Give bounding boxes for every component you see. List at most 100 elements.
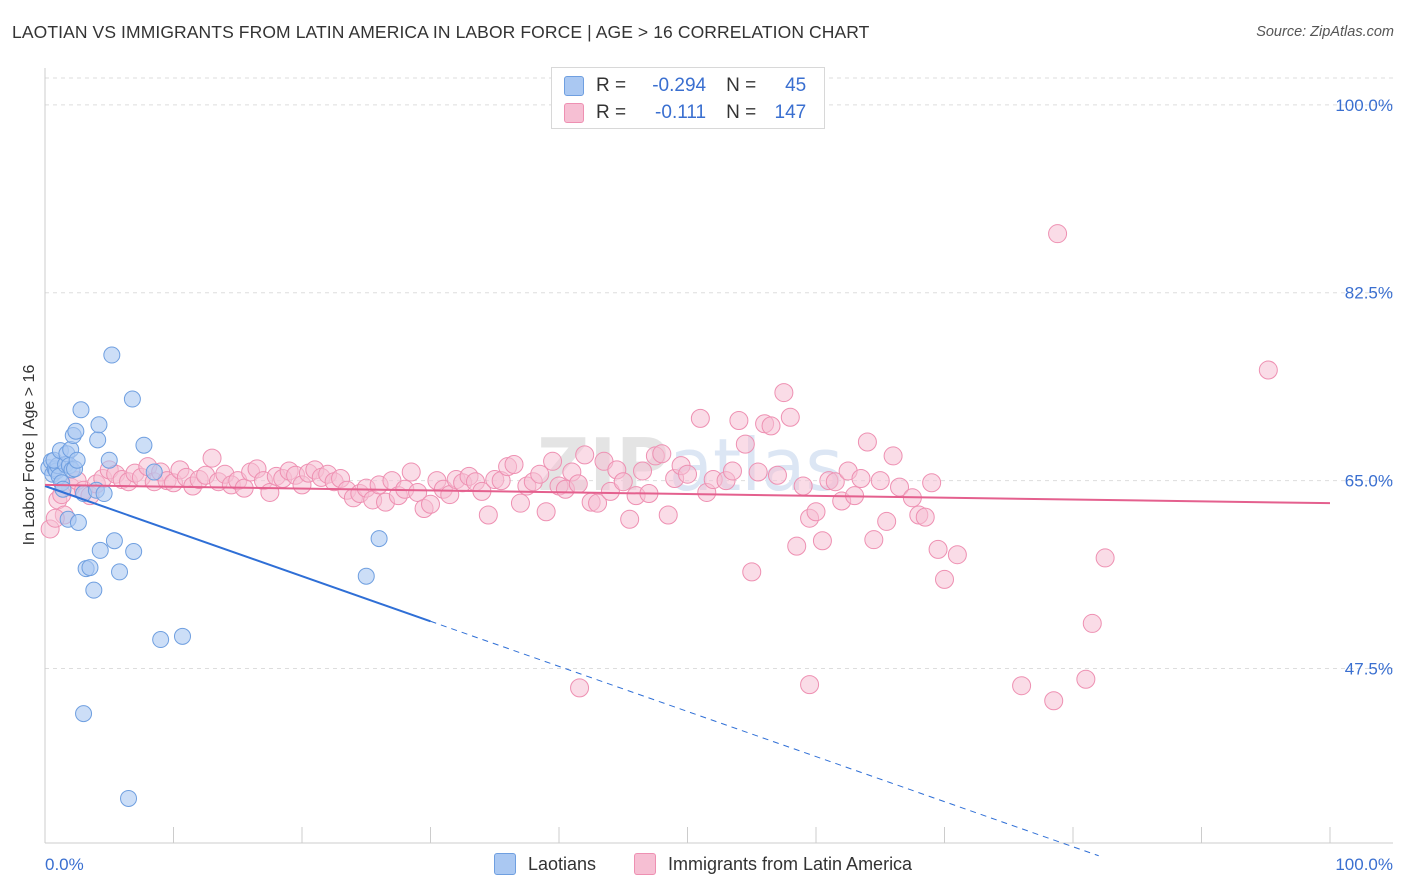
legend-row-latin-america: R = -0.111 N = 147 — [564, 101, 806, 125]
data-point-latin-america — [928, 539, 948, 559]
data-point-laotians — [89, 431, 107, 449]
data-point-latin-america — [658, 505, 678, 525]
data-point-laotians — [67, 422, 85, 440]
data-point-latin-america — [857, 432, 877, 452]
legend-r-label: R = — [596, 75, 627, 96]
legend-n-label: N = — [726, 102, 757, 123]
series-laotians-points — [40, 346, 388, 807]
data-point-latin-america — [800, 675, 820, 695]
data-point-latin-america — [421, 494, 440, 514]
legend-swatch-blue — [494, 853, 516, 875]
legend-swatch-pink — [564, 103, 584, 123]
axes — [44, 68, 1393, 844]
data-point-laotians — [152, 631, 170, 649]
trend-line-latin-america — [44, 483, 1331, 505]
data-point-latin-america — [729, 411, 749, 431]
data-point-laotians — [85, 581, 103, 599]
data-point-latin-america — [735, 434, 755, 454]
data-point-latin-america — [742, 562, 762, 582]
gridlines — [45, 77, 1393, 670]
data-point-laotians — [125, 542, 143, 560]
legend-r-label: R = — [596, 102, 627, 123]
data-point-latin-america — [530, 464, 550, 484]
data-point-laotians — [91, 541, 109, 559]
data-point-latin-america — [922, 473, 942, 493]
legend-n-label: N = — [726, 75, 757, 96]
data-point-latin-america — [1095, 548, 1115, 568]
data-point-laotians — [69, 514, 87, 532]
data-point-latin-america — [570, 678, 590, 698]
data-point-latin-america — [851, 468, 871, 488]
data-point-latin-america — [722, 461, 742, 481]
data-point-latin-america — [825, 472, 845, 492]
data-point-latin-america — [748, 462, 768, 482]
series-latin-america-points — [40, 224, 1278, 711]
data-point-latin-america — [1258, 360, 1278, 380]
data-point-laotians — [100, 451, 118, 469]
data-point-latin-america — [915, 507, 935, 527]
data-point-latin-america — [588, 493, 608, 513]
data-point-latin-america — [568, 474, 588, 494]
source-label: Source: ZipAtlas.com — [1256, 24, 1394, 40]
legend-row-laotians: R = -0.294 N = 45 — [564, 74, 806, 98]
data-point-latin-america — [260, 482, 280, 502]
data-point-laotians — [120, 789, 138, 807]
data-point-laotians — [68, 451, 86, 469]
data-point-laotians — [135, 436, 153, 454]
data-point-latin-america — [787, 536, 807, 556]
data-point-latin-america — [613, 472, 633, 492]
legend-n-value: 45 — [785, 75, 807, 96]
y-tick-label: 100.0% — [1335, 96, 1393, 115]
data-point-latin-america — [575, 445, 595, 465]
legend-label-latin-america: Immigrants from Latin America — [668, 853, 913, 874]
data-point-latin-america — [202, 448, 222, 468]
trend-line-laotians-extrapolated — [430, 620, 1099, 857]
data-point-laotians — [357, 567, 375, 585]
legend-item-laotians: Laotians — [494, 851, 596, 877]
legend-label-laotians: Laotians — [528, 853, 597, 874]
data-point-laotians — [173, 627, 191, 645]
data-point-latin-america — [793, 476, 813, 496]
data-point-latin-america — [883, 446, 903, 466]
chart-title: LAOTIAN VS IMMIGRANTS FROM LATIN AMERICA… — [12, 22, 870, 42]
trend-line-laotians — [44, 485, 431, 623]
data-point-latin-america — [947, 545, 967, 565]
data-point-latin-america — [478, 505, 498, 525]
data-point-latin-america — [690, 408, 710, 428]
x-tick-label: 0.0% — [45, 855, 84, 874]
data-point-latin-america — [870, 471, 890, 491]
data-point-laotians — [145, 463, 163, 481]
data-point-laotians — [370, 530, 388, 548]
data-point-laotians — [75, 705, 93, 723]
data-point-latin-america — [510, 493, 530, 513]
data-point-latin-america — [543, 451, 563, 471]
data-point-latin-america — [877, 511, 897, 531]
data-point-latin-america — [1044, 691, 1064, 711]
data-point-latin-america — [536, 502, 556, 522]
data-point-latin-america — [780, 407, 800, 427]
x-tick-label: 100.0% — [1335, 855, 1393, 874]
data-point-latin-america — [767, 465, 787, 485]
y-tick-label: 47.5% — [1345, 660, 1393, 679]
correlation-legend: R = -0.294 N = 45 R = -0.111 N = 147 — [551, 67, 825, 129]
legend-r-value: -0.294 — [652, 75, 707, 96]
y-axis-label: In Labor Force | Age > 16 — [21, 364, 38, 546]
data-point-latin-america — [633, 461, 653, 481]
legend-r-value: -0.111 — [655, 102, 707, 123]
data-point-latin-america — [1048, 224, 1068, 244]
legend-item-latin-america: Immigrants from Latin America — [634, 851, 912, 877]
data-point-latin-america — [401, 462, 421, 482]
data-point-laotians — [81, 559, 99, 577]
data-point-laotians — [95, 485, 113, 503]
data-point-latin-america — [812, 531, 832, 551]
data-point-laotians — [111, 563, 129, 581]
data-point-latin-america — [761, 416, 781, 436]
data-point-laotians — [103, 346, 121, 364]
data-point-latin-america — [504, 455, 524, 475]
data-point-latin-america — [935, 569, 954, 589]
data-point-latin-america — [600, 481, 620, 501]
legend-swatch-pink — [634, 853, 656, 875]
data-point-latin-america — [1012, 676, 1032, 696]
data-point-latin-america — [864, 530, 884, 550]
